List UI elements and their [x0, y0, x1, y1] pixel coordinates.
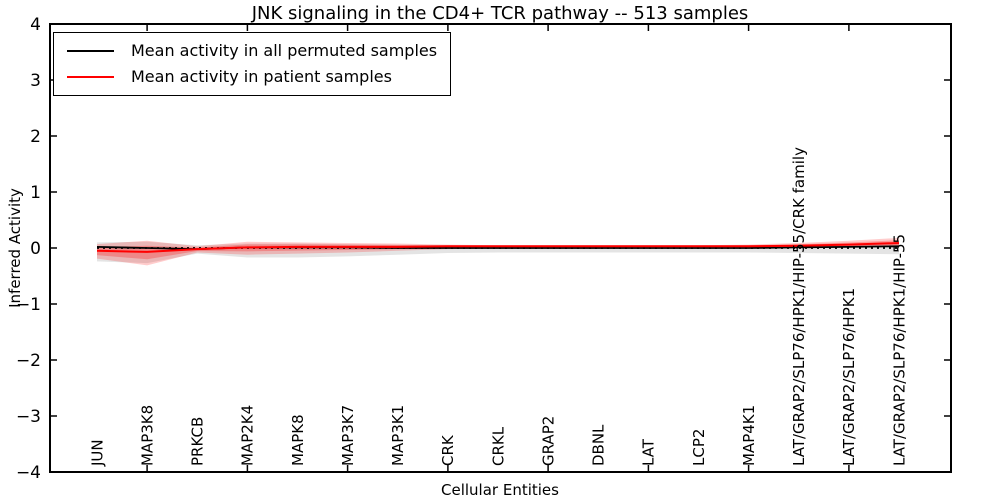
- y-tick-label: 0: [30, 239, 41, 259]
- x-tick-label: MAP2K4: [239, 405, 257, 466]
- x-tick-label: MAP3K8: [138, 405, 156, 466]
- x-tick-label: GRAP2: [539, 416, 557, 466]
- x-axis-label: Cellular Entities: [441, 481, 559, 499]
- permuted-line-swatch: [67, 50, 114, 52]
- x-tick-label: CRKL: [489, 426, 507, 466]
- y-tick-label: −2: [16, 351, 41, 371]
- x-tick-label: MAP3K1: [389, 405, 407, 466]
- legend-entry-permuted: Mean activity in all permuted samples: [67, 43, 450, 59]
- legend: Mean activity in all permuted samples Me…: [53, 32, 451, 96]
- y-tick-label: −1: [16, 295, 41, 315]
- x-tick-label: LAT: [640, 438, 658, 466]
- legend-label-permuted: Mean activity in all permuted samples: [131, 41, 438, 60]
- y-tick-label: −3: [16, 407, 41, 427]
- y-tick-label: 4: [30, 15, 41, 35]
- y-tick-label: 3: [30, 71, 41, 91]
- y-tick-label: 1: [30, 183, 41, 203]
- chart-title: JNK signaling in the CD4+ TCR pathway --…: [251, 3, 749, 24]
- patient-line-swatch: [67, 76, 114, 78]
- patient-mean-line: [96, 242, 900, 253]
- x-tick-label: CRK: [439, 434, 457, 466]
- x-tick-label: MAPK8: [289, 414, 307, 466]
- x-tick-label: MAP3K7: [339, 405, 357, 466]
- patient-band-outer: [97, 237, 899, 266]
- y-tick-label: 2: [30, 127, 41, 147]
- x-tick-label: LAT/GRAP2/SLP76/HPK1/HIP-55/CRK family: [790, 147, 808, 466]
- y-axis-label: Inferred Activity: [6, 188, 24, 308]
- x-tick-label: LAT/GRAP2/SLP76/HPK1: [840, 288, 858, 466]
- patient-band-inner: [97, 240, 899, 260]
- x-tick-label: JUN: [88, 439, 106, 467]
- x-tick-label: LAT/GRAP2/SLP76/HPK1/HIP-55: [890, 234, 908, 466]
- x-tick-label: LCP2: [690, 429, 708, 466]
- legend-entry-patient: Mean activity in patient samples: [67, 69, 450, 85]
- x-tick-label: MAP4K1: [740, 405, 758, 466]
- legend-label-patient: Mean activity in patient samples: [131, 67, 392, 86]
- x-tick-label: PRKCB: [189, 417, 207, 466]
- x-tick-label: DBNL: [590, 424, 608, 466]
- y-tick-label: −4: [16, 463, 41, 483]
